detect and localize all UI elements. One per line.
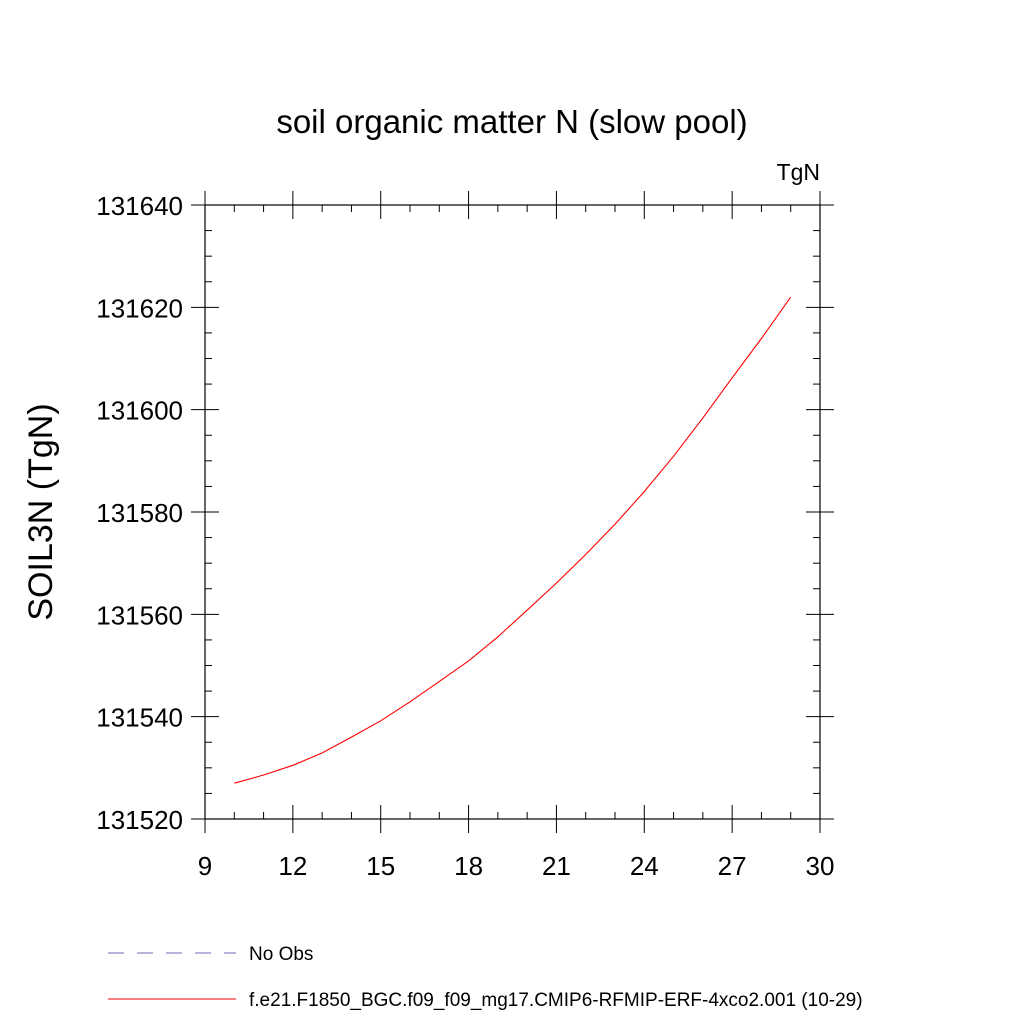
- plot-frame: [204, 204, 821, 820]
- legend-label: No Obs: [249, 944, 313, 965]
- series-layer: [234, 296, 792, 784]
- x-tick-label: 21: [542, 851, 571, 881]
- x-axis: 9 12 15 18 21 24 27 30: [198, 191, 835, 881]
- chart-title: soil organic matter N (slow pool): [276, 103, 747, 140]
- x-tick-label: 12: [278, 851, 307, 881]
- y-tick-label: 131520: [96, 805, 183, 835]
- legend: No Obs f.e21.F1850_BGC.f09_f09_mg17.CMIP6…: [108, 944, 863, 1011]
- x-tick-label: 24: [630, 851, 659, 881]
- legend-label: f.e21.F1850_BGC.f09_f09_mg17.CMIP6-RFMIP…: [249, 990, 863, 1011]
- y-tick-label: 131600: [96, 396, 183, 426]
- y-tick-label: 131560: [96, 600, 183, 630]
- y-tick-label: 131580: [96, 498, 183, 528]
- y-tick-label: 131620: [96, 293, 183, 323]
- series-line: [234, 296, 792, 784]
- x-tick-label: 15: [366, 851, 395, 881]
- y-axis-label: SOIL3N (TgN): [22, 403, 60, 620]
- x-tick-label: 30: [806, 851, 835, 881]
- y-tick-label: 131540: [96, 703, 183, 733]
- x-tick-label: 9: [198, 851, 212, 881]
- units-label: TgN: [777, 159, 820, 185]
- x-tick-label: 27: [718, 851, 747, 881]
- x-tick-label: 18: [454, 851, 483, 881]
- y-axis: 131520 131540 131560 131580 131600 131620 1316…: [96, 191, 834, 835]
- y-tick-label: 131640: [96, 191, 183, 221]
